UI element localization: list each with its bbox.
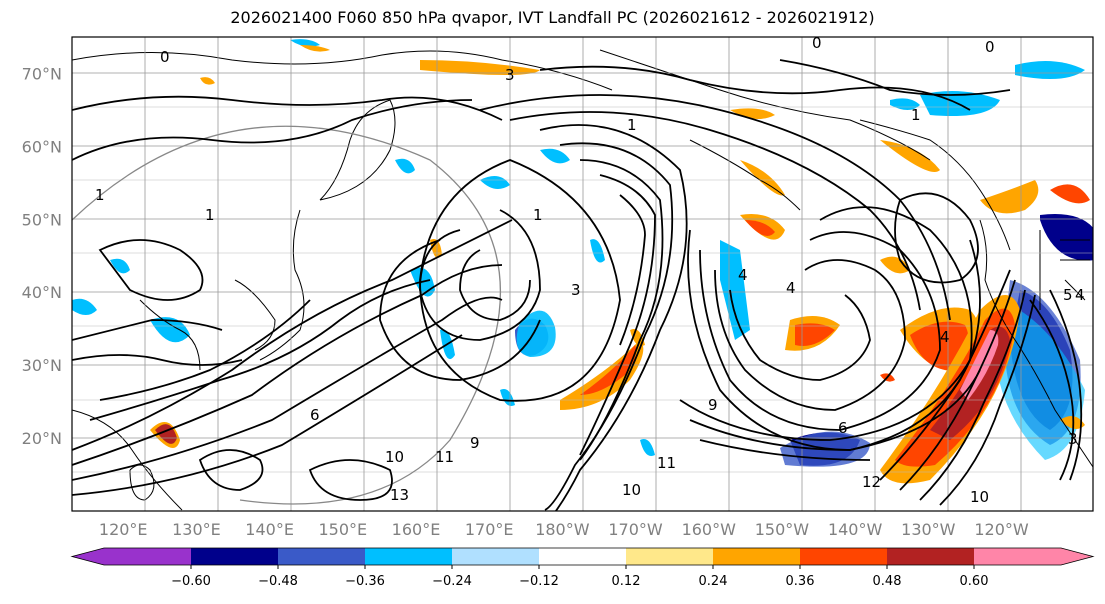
longitude-label: 120°W [974, 520, 1029, 539]
colorbar-segment [452, 548, 540, 565]
colorbar-tick-label: 0.12 [612, 574, 641, 589]
latitude-label: 50°N [22, 210, 62, 229]
contour-label: 3 [1068, 430, 1078, 448]
colorbar-extend-low [72, 548, 104, 565]
map-title: 2026021400 F060 850 hPa qvapor, IVT Land… [230, 8, 875, 27]
colorbar-segment [713, 548, 801, 565]
contour-label: 1 [205, 206, 215, 224]
latitude-label: 20°N [22, 429, 62, 448]
colorbar-outline [70, 547, 1095, 566]
latitude-label: 60°N [22, 137, 62, 156]
colorbar-segment [278, 548, 366, 565]
contour-label: 0 [160, 48, 170, 66]
contour-label: 1 [911, 106, 921, 124]
colorbar-tick-label: −0.60 [171, 574, 211, 589]
ivt-contours [72, 59, 1083, 511]
longitude-label: 160°W [682, 520, 737, 539]
colorbar-tick-label: −0.36 [345, 574, 385, 589]
longitude-label: 160°E [392, 520, 441, 539]
contour-label: 6 [310, 406, 320, 424]
contour-label: 1 [627, 116, 637, 134]
colorbar-segment [365, 548, 453, 565]
latitude-label: 30°N [22, 356, 62, 375]
contour-label: 1 [95, 186, 105, 204]
longitude-label: 130°E [172, 520, 221, 539]
contour-label: 5 [1063, 286, 1073, 304]
colorbar-tick-label: 0.24 [699, 574, 728, 589]
longitude-label: 170°E [465, 520, 514, 539]
contour-label: 10 [622, 481, 641, 499]
colorbar-segment [191, 548, 279, 565]
colorbar-segment [626, 548, 714, 565]
contour-label: 6 [838, 419, 848, 437]
contour-label: 4 [786, 279, 796, 297]
longitude-labels: 120°E 130°E 140°E 150°E 160°E 170°E 180°W 170°W… [99, 520, 1029, 539]
colorbar-tick-label: −0.48 [258, 574, 298, 589]
colorbar-tick-label: 0.36 [786, 574, 815, 589]
longitude-label: 150°W [755, 520, 810, 539]
colorbar-tick-label: −0.12 [519, 574, 559, 589]
contour-label: 4 [940, 328, 950, 346]
map-area: 0 0 0 1 1 1 1 1 3 3 4 4 4 5 6 6 9 9 10 1… [72, 34, 1093, 511]
contour-label: 9 [470, 434, 480, 452]
contour-label: 12 [862, 473, 881, 491]
colorbar-tick-label: 0.48 [873, 574, 902, 589]
colorbar-segment [104, 548, 192, 565]
contour-label: 10 [385, 448, 404, 466]
contour-label: 11 [435, 448, 454, 466]
colorbar-segment [887, 548, 975, 565]
contour-label: 3 [505, 66, 515, 84]
longitude-label: 120°E [99, 520, 148, 539]
colorbar-extend-high [1061, 548, 1093, 565]
contour-label: 4 [1075, 286, 1085, 304]
latitude-label: 40°N [22, 283, 62, 302]
longitude-label: 140°E [245, 520, 294, 539]
colorbar-segment [539, 548, 627, 565]
contour-label: 9 [708, 396, 718, 414]
contour-label: 11 [657, 454, 676, 472]
contour-labels: 0 0 0 1 1 1 1 1 3 3 4 4 4 5 6 6 9 9 10 1… [95, 34, 1085, 506]
colorbar-segment [800, 548, 888, 565]
contour-label: 4 [738, 266, 748, 284]
contour-label: 0 [812, 34, 822, 52]
longitude-label: 130°W [901, 520, 956, 539]
graticule [72, 37, 1093, 511]
longitude-label: 140°W [828, 520, 883, 539]
contour-label: 13 [390, 486, 409, 504]
contour-label: 3 [571, 281, 581, 299]
contour-label: 1 [533, 206, 543, 224]
contour-label: 10 [970, 488, 989, 506]
colorbar-tick-label: −0.24 [432, 574, 472, 589]
contour-label: 0 [985, 38, 995, 56]
latitude-label: 70°N [22, 64, 62, 83]
map-frame [71, 36, 1094, 512]
longitude-label: 180°W [535, 520, 590, 539]
colorbar: −0.60 −0.48 −0.36 −0.24 −0.12 0.12 0.24 0.36 0.4… [70, 547, 1095, 589]
longitude-label: 150°E [318, 520, 367, 539]
longitude-label: 170°W [608, 520, 663, 539]
great-circle-arc [72, 125, 502, 505]
colorbar-segment [974, 548, 1062, 565]
colorbar-tick-label: 0.60 [960, 574, 989, 589]
latitude-labels: 70°N 60°N 50°N 40°N 30°N 20°N [22, 64, 62, 448]
